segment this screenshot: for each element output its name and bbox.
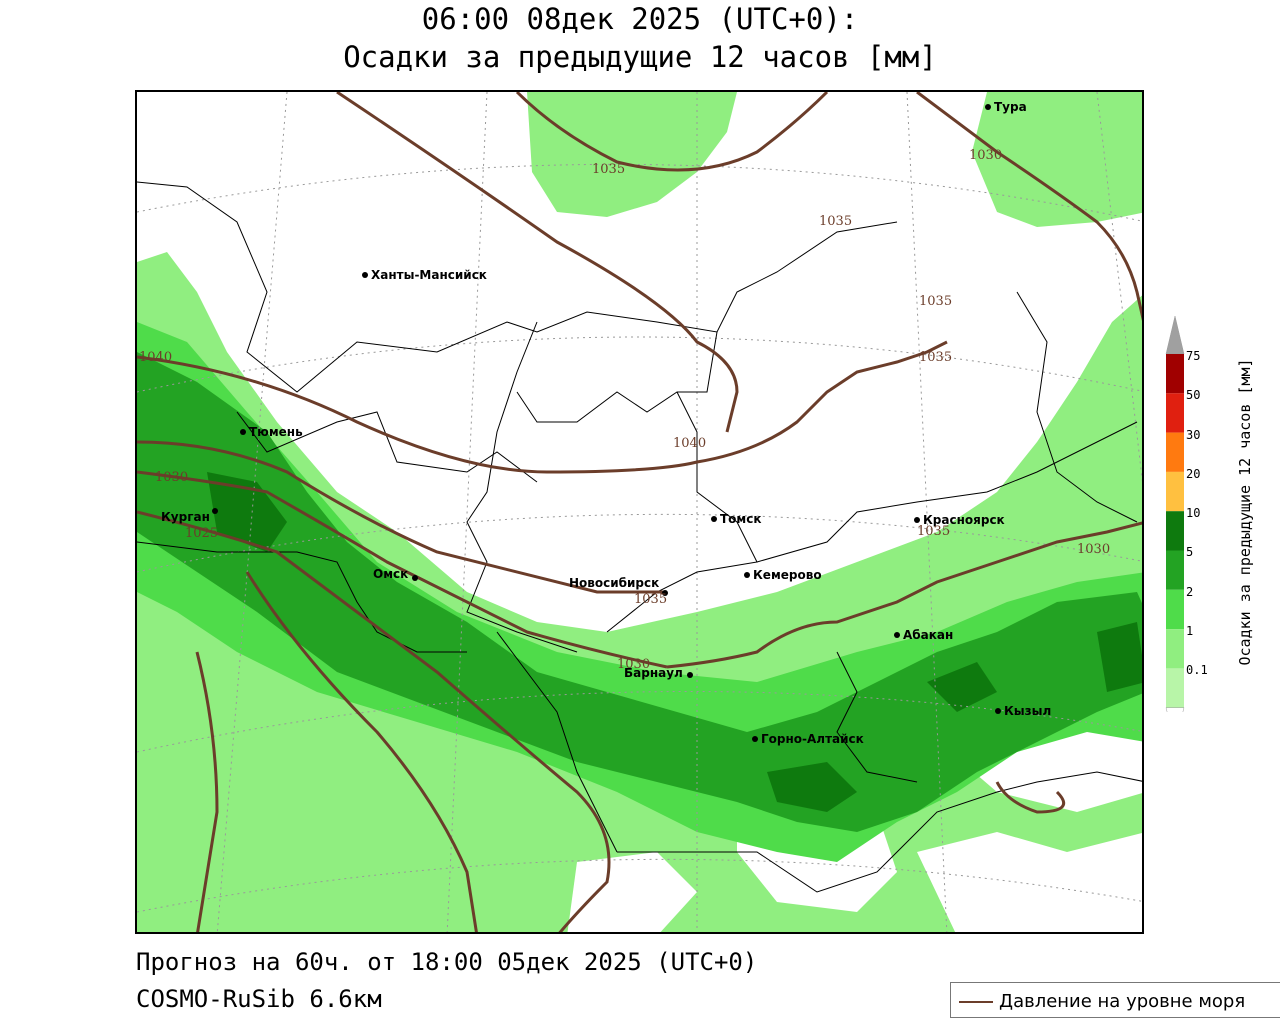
city-marker-icon <box>687 672 693 678</box>
city-marker-icon <box>662 590 668 596</box>
city-marker-icon <box>995 708 1001 714</box>
colorbar-swatch <box>1166 511 1184 551</box>
precip-area-dark <box>137 352 1142 832</box>
city-kyzyl: Кызыл <box>995 704 1051 718</box>
city-marker-icon <box>752 736 758 742</box>
city-marker-icon <box>240 429 246 435</box>
map-canvas <box>137 92 1142 932</box>
legend-label-pressure: Давление на уровне моря <box>999 991 1246 1012</box>
city-tomsk: Томск <box>711 512 762 526</box>
city-marker-icon <box>412 575 418 581</box>
precip-area-light-ne <box>972 92 1142 227</box>
colorbar-swatch <box>1166 393 1184 433</box>
colorbar-swatch <box>1166 354 1184 394</box>
colorbar-tick: 50 <box>1186 388 1201 402</box>
colorbar-swatch <box>1166 432 1184 472</box>
colorbar-swatch <box>1166 668 1184 708</box>
isobar-label: 1035 <box>592 162 626 177</box>
map-title: 06:00 08дек 2025 (UTC+0): <box>421 2 859 36</box>
dry-area <box>567 852 697 932</box>
city-marker-icon <box>985 104 991 110</box>
colorbar-tick: 30 <box>1186 428 1201 442</box>
city-krasnoyarsk: Красноярск <box>914 513 1005 527</box>
isobar-label: 1040 <box>673 436 707 451</box>
isobar-label: 1035 <box>919 350 953 365</box>
colorbar-swatch <box>1166 471 1184 512</box>
colorbar-swatch <box>1166 550 1184 590</box>
isobar-label: 1035 <box>634 592 668 607</box>
forecast-info: Прогноз на 60ч. от 18:00 05дек 2025 (UTC… <box>136 948 758 976</box>
precip-area-darkest <box>767 762 857 812</box>
map-legend: Давление на уровне моря <box>950 982 1280 1018</box>
isobar-label: 1030 <box>969 148 1003 163</box>
isobar-label: 1035 <box>919 294 953 309</box>
colorbar-tick: 0.1 <box>1186 663 1208 677</box>
city-marker-icon <box>212 508 218 514</box>
city-marker-icon <box>711 516 717 522</box>
precip-area-darkest <box>927 662 997 712</box>
pressure-line-swatch <box>959 1001 993 1003</box>
colorbar-tick: 5 <box>1186 545 1194 559</box>
precip-colorbar <box>1165 316 1185 712</box>
city-marker-icon <box>914 517 920 523</box>
isobar-label: 1030 <box>1077 542 1111 557</box>
city-marker-icon <box>744 572 750 578</box>
precip-area-darkest <box>207 472 287 552</box>
city-marker-icon <box>362 272 368 278</box>
isobar-label: 1030 <box>155 470 189 485</box>
colorbar-title: Осадки за предыдущие 12 часов [мм] <box>1236 358 1254 666</box>
colorbar-tick: 10 <box>1186 506 1201 520</box>
colorbar-swatch <box>1166 589 1184 630</box>
precip-area-darkest <box>1097 622 1142 692</box>
isobars <box>137 92 1142 932</box>
city-abakan: Абакан <box>894 628 953 642</box>
colorbar-swatch <box>1166 629 1184 669</box>
city-marker-icon <box>894 632 900 638</box>
precip-area-light-north <box>527 92 737 217</box>
city-tura: Тура <box>985 100 1027 114</box>
isobar-label: 1040 <box>139 350 173 365</box>
model-name: COSMO-RuSib 6.6км <box>136 985 382 1013</box>
region-borders <box>137 181 1142 893</box>
city-kemerovo: Кемерово <box>744 568 822 582</box>
colorbar-tick: 20 <box>1186 467 1201 481</box>
isobar-label: 1035 <box>917 524 951 539</box>
isobar-label: 1030 <box>617 657 651 672</box>
city-gorno-altaysk: Горно-Алтайск <box>752 732 864 746</box>
city-khanty-mansiysk: Ханты-Мансийск <box>362 268 487 282</box>
colorbar-top-arrow <box>1165 316 1185 355</box>
city-tyumen: Тюмень <box>240 425 303 439</box>
isobar-label: 1025 <box>185 526 219 541</box>
dry-area <box>917 832 1142 932</box>
colorbar-swatches <box>1165 316 1185 712</box>
colorbar-bottom-arrow <box>1165 707 1185 712</box>
colorbar-tick: 75 <box>1186 349 1201 363</box>
precipitation-map: Тура Ханты-Мансийск Тюмень Курган Омск Т… <box>135 90 1144 934</box>
colorbar-tick: 2 <box>1186 585 1194 599</box>
map-subtitle: Осадки за предыдущие 12 часов [мм] <box>343 40 937 74</box>
isobar-label: 1035 <box>819 214 853 229</box>
colorbar-tick: 1 <box>1186 624 1194 638</box>
